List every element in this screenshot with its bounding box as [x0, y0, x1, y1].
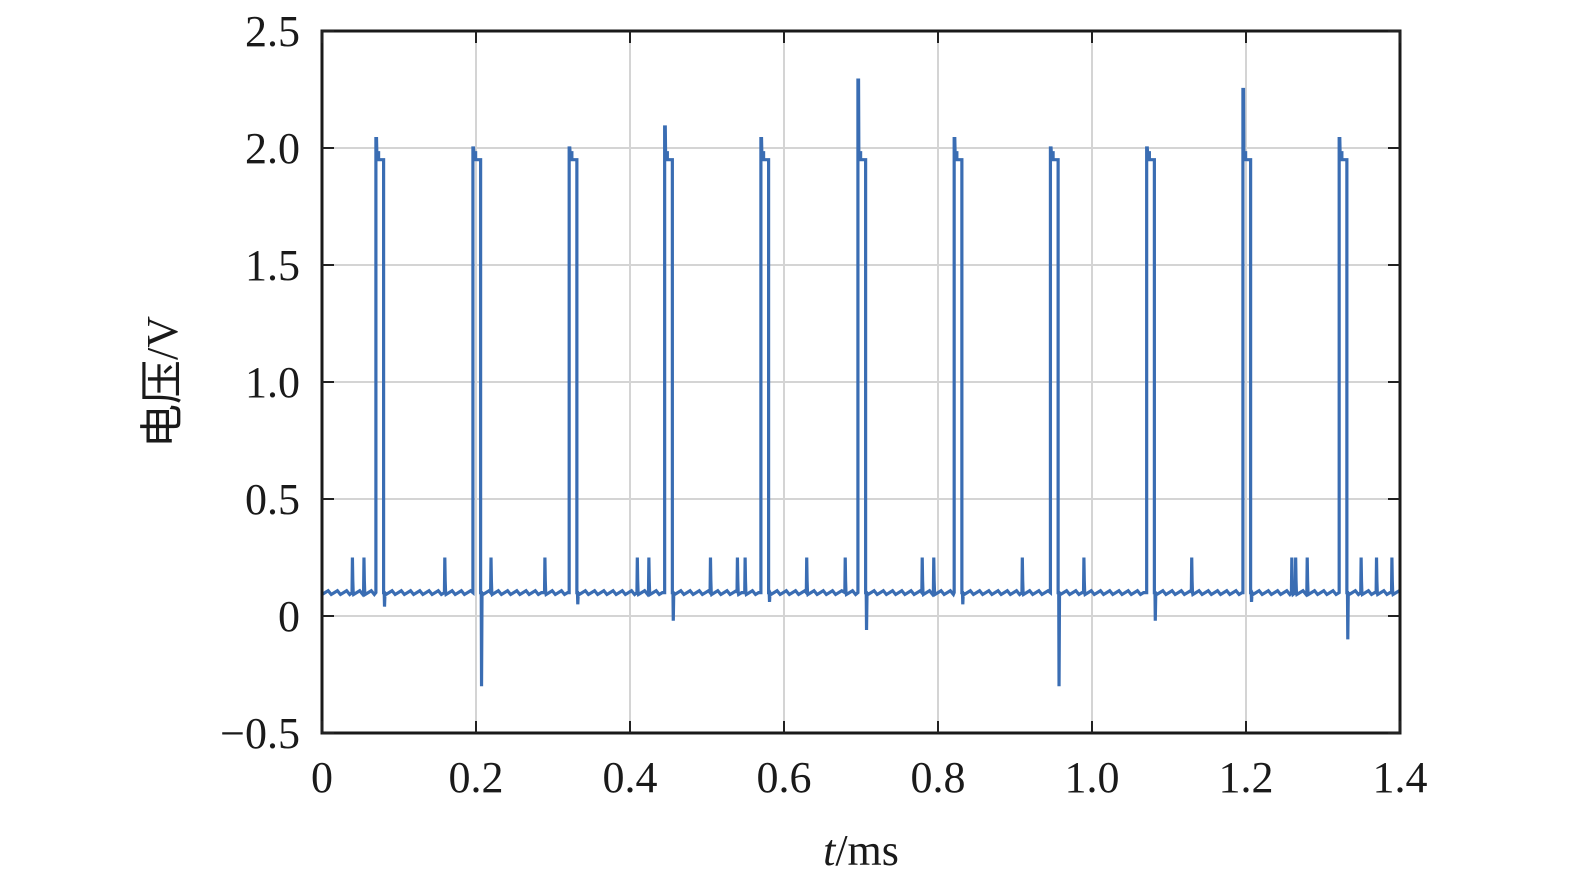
x-axis-label-variable: t [823, 826, 837, 875]
grid [322, 31, 1400, 733]
x-axis-label: t/ms [823, 826, 899, 875]
x-tick-label: 1.0 [1065, 753, 1120, 802]
x-axis-label-unit: /ms [835, 826, 899, 875]
x-tick-label: 0 [311, 753, 333, 802]
y-tick-labels: −0.5 0 0.5 1.0 1.5 2.0 2.5 [220, 7, 300, 758]
tick-marks [321, 30, 1401, 734]
y-tick-label: −0.5 [220, 709, 300, 758]
x-tick-label: 0.8 [911, 753, 966, 802]
y-tick-label: 2.5 [245, 7, 300, 56]
x-tick-label: 1.2 [1219, 753, 1274, 802]
x-tick-label: 0.4 [603, 753, 658, 802]
y-tick-label: 1.0 [245, 358, 300, 407]
y-tick-label: 1.5 [245, 241, 300, 290]
x-tick-label: 1.4 [1373, 753, 1428, 802]
y-tick-label: 0 [278, 592, 300, 641]
voltage-series-line [321, 78, 1402, 687]
x-tick-label: 0.2 [449, 753, 504, 802]
plot-area [321, 78, 1402, 687]
x-tick-label: 0.6 [757, 753, 812, 802]
x-tick-labels: 0 0.2 0.4 0.6 0.8 1.0 1.2 1.4 [311, 753, 1428, 802]
y-tick-label: 2.0 [245, 124, 300, 173]
y-axis-label: 电压/V [138, 316, 187, 448]
y-tick-label: 0.5 [245, 475, 300, 524]
